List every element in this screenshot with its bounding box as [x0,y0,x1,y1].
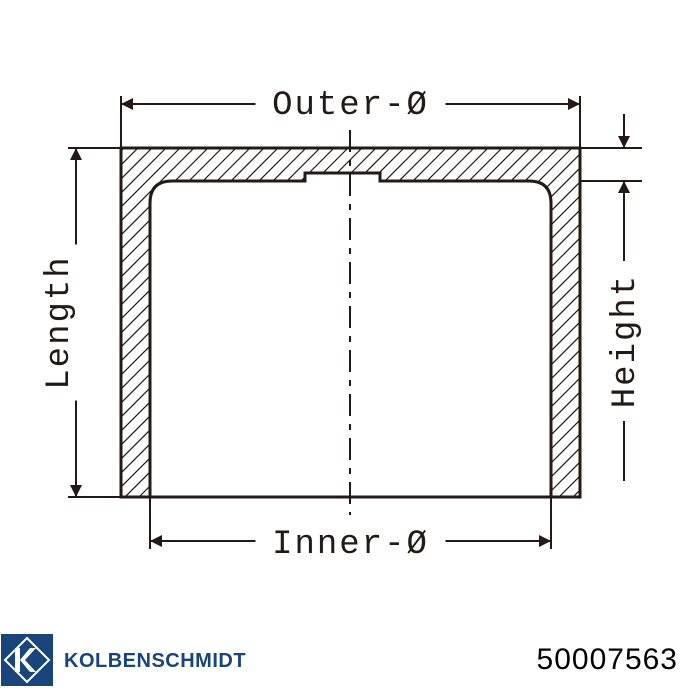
length-label: Length [41,255,79,389]
ks-badge-icon [0,633,54,687]
svg-text:KOLBENSCHMIDT: KOLBENSCHMIDT [64,650,246,672]
part-number: 50007563 [537,643,678,677]
footer: KOLBENSCHMIDT 50007563 [0,626,700,700]
outer-diameter-label: Outer-Ø [272,87,429,125]
brand-logo: KOLBENSCHMIDT [0,633,264,687]
inner-diameter-label: Inner-Ø [272,526,429,564]
brand-text: KOLBENSCHMIDT [64,645,264,675]
height-label: Height [607,274,645,408]
technical-drawing: Outer-Ø Inner-Ø Length Height [0,0,700,700]
